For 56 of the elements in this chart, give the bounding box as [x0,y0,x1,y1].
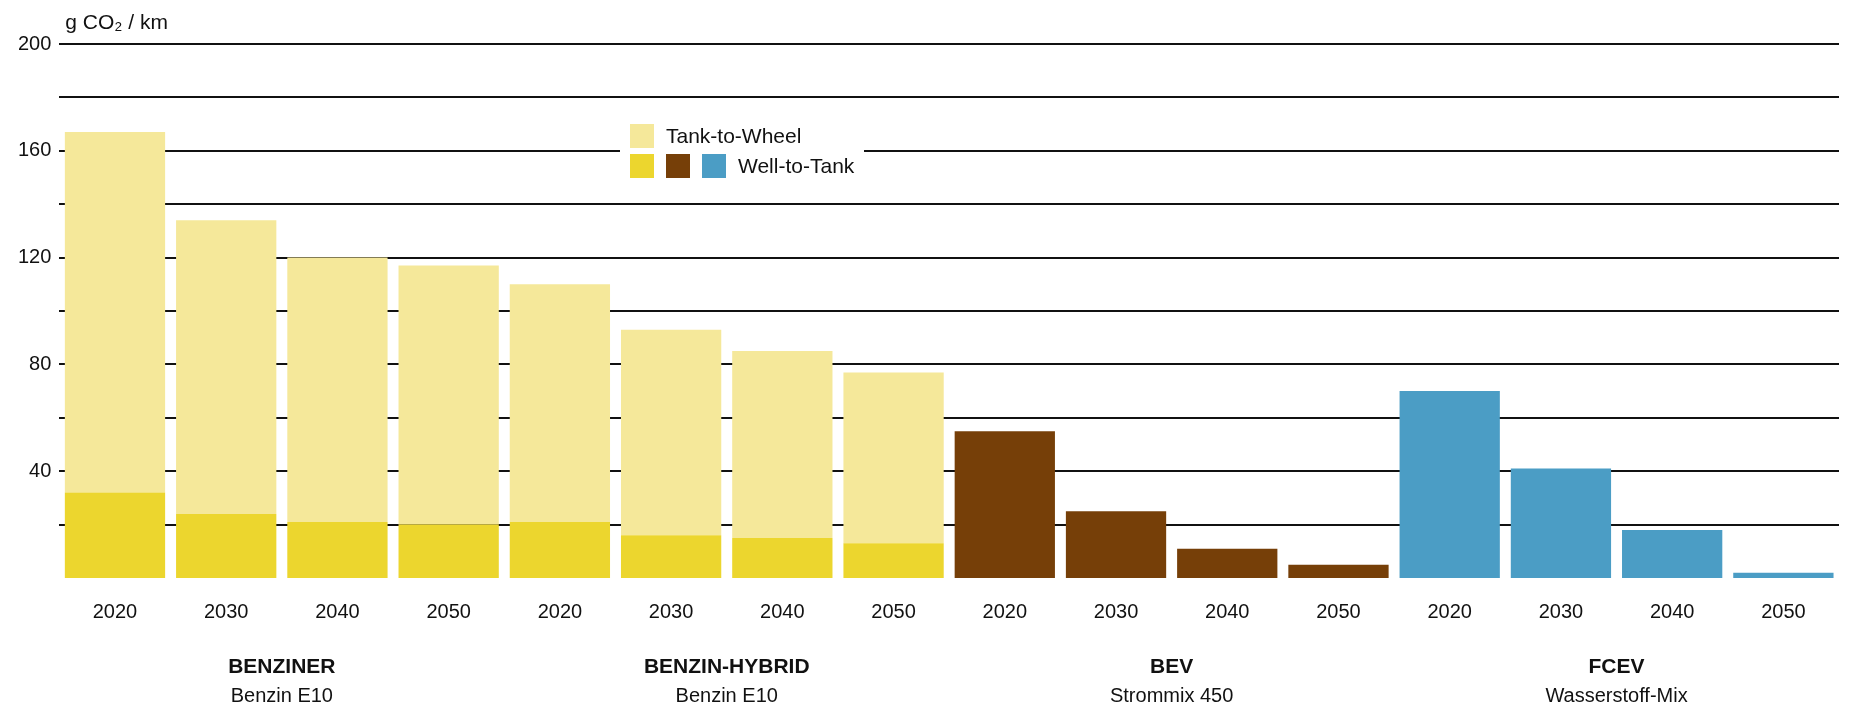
bar [176,220,277,514]
bar [620,535,722,578]
x-tick-label: 2050 [1761,599,1806,622]
x-tick-label: 2030 [1538,599,1584,622]
x-tick-label: 2020 [537,599,583,622]
text: Strommix 450 [1109,684,1234,706]
bar [398,265,499,525]
x-tick-label: 2040 [760,599,805,622]
text: Benzin E10 [675,684,778,706]
x-tick-label: 2040 [315,599,360,622]
x-tick-label: 2050 [426,599,471,622]
bar [732,537,833,578]
y-tick-label: 120 [17,245,52,268]
bar [176,513,277,578]
bar [843,543,944,578]
text: BENZINER [228,654,336,677]
x-tick-label: 2040 [1205,599,1250,622]
bar [1399,391,1500,578]
legend-label: Tank-to-Wheel [666,124,802,148]
y-axis-title: g CO₂ / km [65,10,169,34]
bar [732,351,833,538]
bar [620,329,722,536]
x-tick-label: 2020 [92,599,138,622]
bar [1288,564,1389,578]
bar [1510,468,1612,578]
bar [398,524,499,578]
x-tick-label: 2030 [1093,599,1139,622]
bar [509,521,611,578]
x-tick-label: 2040 [1649,599,1695,622]
x-tick-label: 2030 [648,599,694,622]
bar [954,431,1055,578]
text: Wasserstoff-Mix [1545,684,1688,706]
bar [64,132,166,493]
y-tick-label: 200 [17,31,52,54]
x-tick-label: 2050 [871,599,916,622]
bar [287,257,388,522]
y-tick-label: 40 [29,458,52,481]
x-tick-label: 2020 [982,599,1028,622]
text: Benzin E10 [230,684,333,706]
bar [509,284,611,522]
x-tick-label: 2030 [203,599,249,622]
legend-label: Well-to-Tank [738,154,855,178]
bar [1177,548,1278,578]
bar [287,521,388,578]
bar [1622,529,1723,578]
bar [1733,572,1834,578]
y-tick-label: 80 [29,351,52,374]
x-tick-label: 2050 [1316,599,1361,622]
y-tick-label: 160 [17,138,52,161]
text: FCEV [1588,654,1645,677]
text: BENZIN-HYBRID [643,654,810,677]
bar [64,492,166,578]
x-tick-label: 2020 [1427,599,1472,622]
text: BEV [1150,654,1194,677]
bar [1065,511,1167,578]
bar [843,372,944,544]
